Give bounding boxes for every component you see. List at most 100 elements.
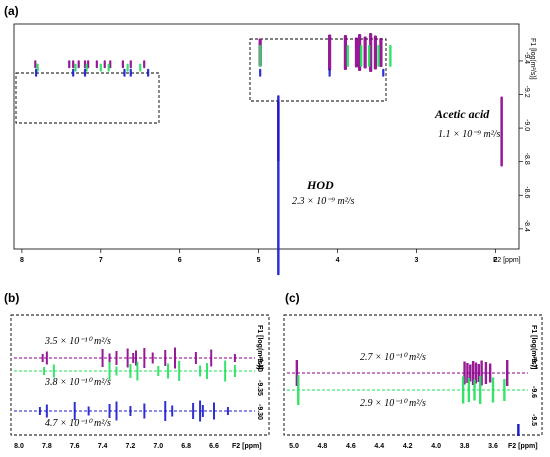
panel-a-peak: [77, 60, 80, 69]
panel-b-peak: [108, 353, 111, 363]
panel-c-peak: [461, 376, 465, 404]
panel-c-annotation-2: 2.9 × 10⁻¹⁰ m²/s: [360, 398, 426, 409]
panel-a-peak: [277, 95, 280, 276]
panel-b-peak: [38, 407, 41, 415]
panel-b-peak: [178, 361, 181, 381]
panel-a-x-tick-label: 7: [99, 257, 103, 264]
panel-b-x-tick-label: 7.2: [126, 443, 136, 450]
panel-a-peak: [74, 63, 77, 72]
panel-b-peak: [164, 401, 167, 421]
panel-b-peak: [136, 361, 139, 381]
panel-a-y-tick-label: -8.6: [523, 186, 530, 198]
panel-b-x-tick-label: 6.6: [209, 443, 219, 450]
panel-a-peak: [143, 60, 146, 69]
panel-a-peak: [382, 68, 385, 77]
panel-c-label: (c): [285, 291, 300, 305]
panel-a-peak: [129, 68, 132, 77]
panel-a-y-tick-label: -8.8: [523, 153, 530, 165]
panel-b-peak: [115, 366, 118, 376]
panel-c-y-axis: -9.7 -9.6 -9.5: [530, 356, 537, 426]
panel-b-label: (b): [4, 291, 19, 305]
panel-b-peak: [108, 362, 111, 380]
panel-b-peak: [151, 352, 154, 364]
panel-b-y-tick-label: -9.30: [256, 404, 263, 420]
annotation-hod-value: 2.3 × 10⁻⁹ m²/s: [292, 196, 355, 207]
panel-b-peak: [199, 400, 202, 422]
panel-a-peak: [258, 44, 262, 67]
panel-b-peak: [126, 348, 129, 368]
panel-c-peak: [503, 379, 506, 401]
panel-a-peak: [367, 44, 371, 67]
annotation-hod: HOD: [306, 178, 334, 192]
panel-c-peak: [466, 363, 469, 383]
panel-a-label: (a): [4, 4, 19, 18]
panel-b-x-tick-label: 7.8: [42, 443, 52, 450]
panel-a-peak: [373, 35, 377, 70]
panel-b-peak: [167, 363, 170, 379]
panel-b-peak: [115, 401, 118, 421]
panel-c-x-tick-label: 3.8: [460, 443, 470, 450]
panel-c-annotation-1: 2.7 × 10⁻¹⁰ m²/s: [360, 352, 426, 363]
panel-c-peak: [506, 360, 509, 386]
panel-c-peak: [477, 364, 480, 382]
panel-c-x-tick-label: 4.6: [346, 443, 356, 450]
panel-a-peak: [95, 60, 98, 69]
panel-c-x-tick-label: 4.2: [403, 443, 413, 450]
panel-b-peak: [101, 349, 104, 367]
panel-b-peak: [174, 347, 176, 369]
panel-a-peak: [147, 68, 150, 77]
panel-a-x-tick-label: 8: [20, 257, 24, 264]
panel-c-y-tick-label: -9.7: [530, 356, 537, 368]
panel-c-peak: [297, 375, 300, 405]
panel-b-peak: [135, 350, 137, 366]
panel-c: (c) 5.0 4.8 4.6 4.4 4.2 4.0 3.8 3.6 -9.7-9.6-9.…: [283, 291, 543, 450]
panel-a-box-aliphatic: [249, 38, 387, 102]
panel-c-y-label: F1 [log(m²/s)]: [530, 325, 537, 369]
panel-b-y-axis: -9.40 -9.35 -9.30: [256, 356, 263, 420]
panel-a-x-tick-label: 3: [414, 257, 418, 264]
panel-a-x-axis: 8 7 6 5 4 3 2: [20, 249, 497, 264]
panel-b-peak: [171, 405, 174, 417]
panel-a-peak: [103, 60, 106, 69]
panel-a-peaks: [34, 33, 503, 276]
panel-b-peak: [210, 349, 213, 367]
panel-b-peak: [224, 360, 227, 382]
panel-a-peak: [363, 36, 367, 69]
panel-a-peak: [68, 60, 71, 69]
panel-a-peak: [343, 35, 348, 71]
panel-c-peak: [484, 362, 488, 384]
panel-c-peak: [491, 377, 495, 403]
panel-b-x-tick-label: 8.0: [14, 443, 24, 450]
panel-c-peak: [467, 378, 471, 402]
panel-a-peak: [121, 60, 124, 69]
panel-a-peak: [354, 37, 359, 68]
panel-a-x-tick-label: 5: [257, 257, 261, 264]
panel-b-x-tick-label: 6.8: [181, 443, 191, 450]
panel-b-x-tick-label: 7.6: [70, 443, 80, 450]
panel-a-peak: [359, 44, 363, 67]
panel-b-y-tick-label: -9.35: [256, 380, 263, 396]
panel-a-peak: [328, 34, 332, 71]
panel-b-peak: [87, 406, 90, 416]
panel-b-peak: [194, 352, 197, 364]
panel-b-peak: [129, 406, 132, 416]
panel-b-frame: [10, 314, 270, 436]
panel-b-peak: [226, 407, 229, 415]
panel-c-peak: [471, 361, 475, 385]
panel-b-peak: [201, 405, 204, 417]
panel-b-peak: [52, 364, 55, 378]
panel-b-peak: [45, 351, 48, 365]
panel-c-x-tick-label: 4.0: [431, 443, 441, 450]
panel-a-peak: [379, 38, 383, 68]
panel-a-peak: [107, 63, 110, 72]
panel-c-peak: [517, 424, 520, 436]
panel-a-y-tick-label: -9.4: [523, 52, 530, 64]
panel-a-peak: [139, 63, 142, 72]
annotation-acetic-acid-value: 1.1 × 10⁻⁹ m²/s: [438, 129, 501, 140]
panel-b-y-tick-label: -9.40: [256, 356, 263, 372]
panel-a-peak: [83, 68, 87, 77]
panel-b-peak: [213, 402, 215, 420]
panel-c-peak: [479, 376, 482, 404]
panel-b-x-tick-label: 7.4: [98, 443, 108, 450]
